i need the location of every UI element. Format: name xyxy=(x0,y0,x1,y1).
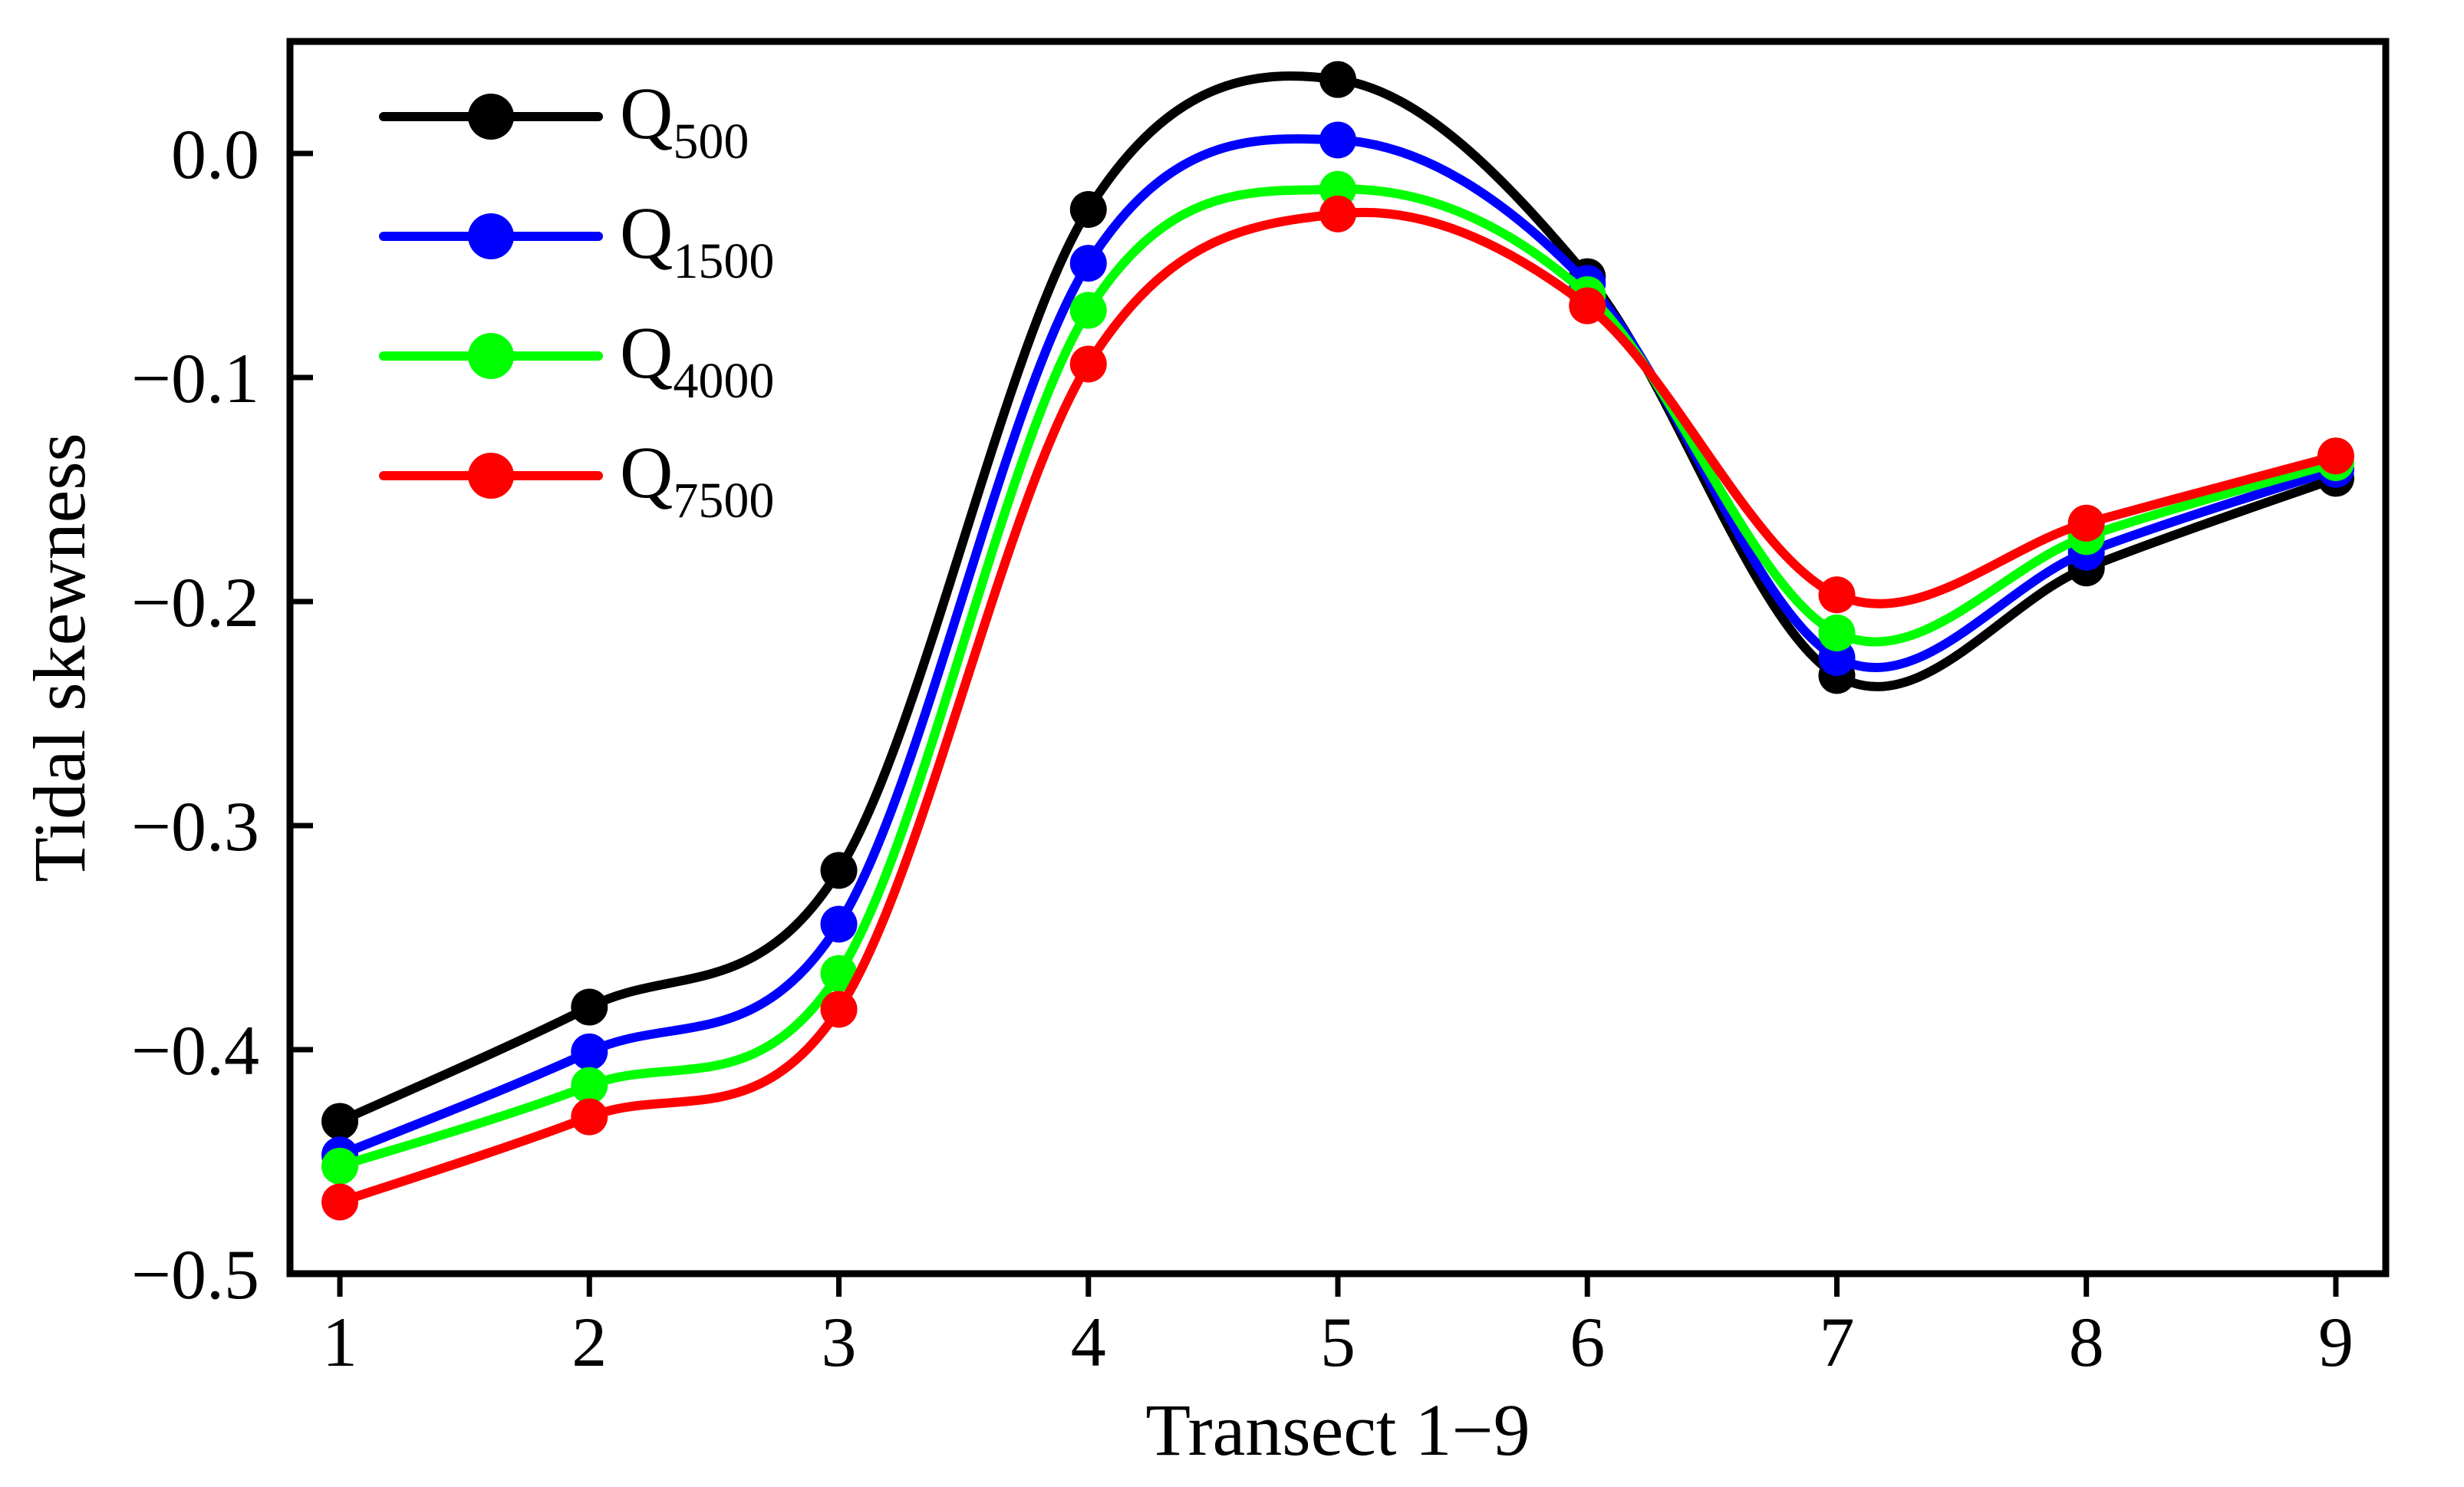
x-axis-label: Transect 1−9 xyxy=(1145,1389,1530,1471)
series-line-q500 xyxy=(335,71,2340,1126)
data-point-q1500-t5 xyxy=(1319,121,1356,159)
x-tick-label: 5 xyxy=(1320,1303,1356,1381)
data-point-q7500-t9 xyxy=(2317,437,2354,475)
data-point-q7500-t6 xyxy=(1569,287,1606,325)
ticks-layer: 1 2 3 4 5 6 7 8 9 0.0 −0.1 −0.2 −0.3 −0.4 −0.5 xyxy=(131,115,2354,1381)
data-point-q7500-t1 xyxy=(321,1183,359,1221)
data-point-q500-t2 xyxy=(571,988,608,1026)
data-point-q4000-t3 xyxy=(820,955,858,992)
data-point-q7500-t3 xyxy=(820,991,858,1028)
x-tick-label: 3 xyxy=(822,1303,857,1381)
y-axis-label: Tidal skewness xyxy=(18,433,100,882)
data-point-q4000-t7 xyxy=(1818,614,1856,651)
x-tick-label: 6 xyxy=(1570,1303,1605,1381)
legend-marker-q500 xyxy=(468,94,514,140)
series-line-q1500 xyxy=(335,134,2340,1160)
data-point-q1500-t3 xyxy=(820,905,858,943)
x-tick-label: 9 xyxy=(2318,1303,2354,1381)
data-point-q500-t5 xyxy=(1319,61,1356,98)
legend-marker-q1500 xyxy=(468,213,514,259)
data-point-q7500-t4 xyxy=(1069,345,1107,383)
y-tick-label: −0.5 xyxy=(131,1235,259,1314)
data-point-q500-t4 xyxy=(1069,191,1107,228)
series-line-q4000 xyxy=(335,184,2340,1171)
data-point-q7500-t2 xyxy=(571,1098,608,1136)
series-line-q7500 xyxy=(335,207,2340,1207)
data-point-q500-t3 xyxy=(820,852,858,889)
data-point-q7500-t8 xyxy=(2067,504,2105,542)
data-point-q4000-t2 xyxy=(571,1067,608,1104)
y-tick-label: −0.3 xyxy=(131,787,259,865)
y-tick-label: −0.2 xyxy=(131,563,259,641)
data-point-q1500-t4 xyxy=(1069,245,1107,282)
y-tick-label: 0.0 xyxy=(171,115,259,193)
legend-marker-q7500 xyxy=(468,453,514,499)
data-point-q4000-t1 xyxy=(321,1147,359,1185)
x-tick-label: 1 xyxy=(322,1303,357,1381)
series-layer xyxy=(321,61,2354,1221)
x-tick-label: 7 xyxy=(1819,1303,1854,1381)
data-point-q500-t1 xyxy=(321,1103,359,1140)
data-point-q7500-t5 xyxy=(1319,195,1356,232)
legend-marker-q4000 xyxy=(468,333,514,379)
x-tick-label: 8 xyxy=(2069,1303,2104,1381)
x-tick-label: 2 xyxy=(572,1303,607,1381)
x-tick-label: 4 xyxy=(1071,1303,1106,1381)
y-tick-label: −0.1 xyxy=(131,339,259,417)
legend-label-q4000: Q4000 xyxy=(620,312,774,409)
data-point-q4000-t4 xyxy=(1069,292,1107,329)
y-tick-label: −0.4 xyxy=(131,1011,259,1090)
data-point-q1500-t2 xyxy=(571,1033,608,1070)
data-point-q7500-t7 xyxy=(1818,576,1856,614)
